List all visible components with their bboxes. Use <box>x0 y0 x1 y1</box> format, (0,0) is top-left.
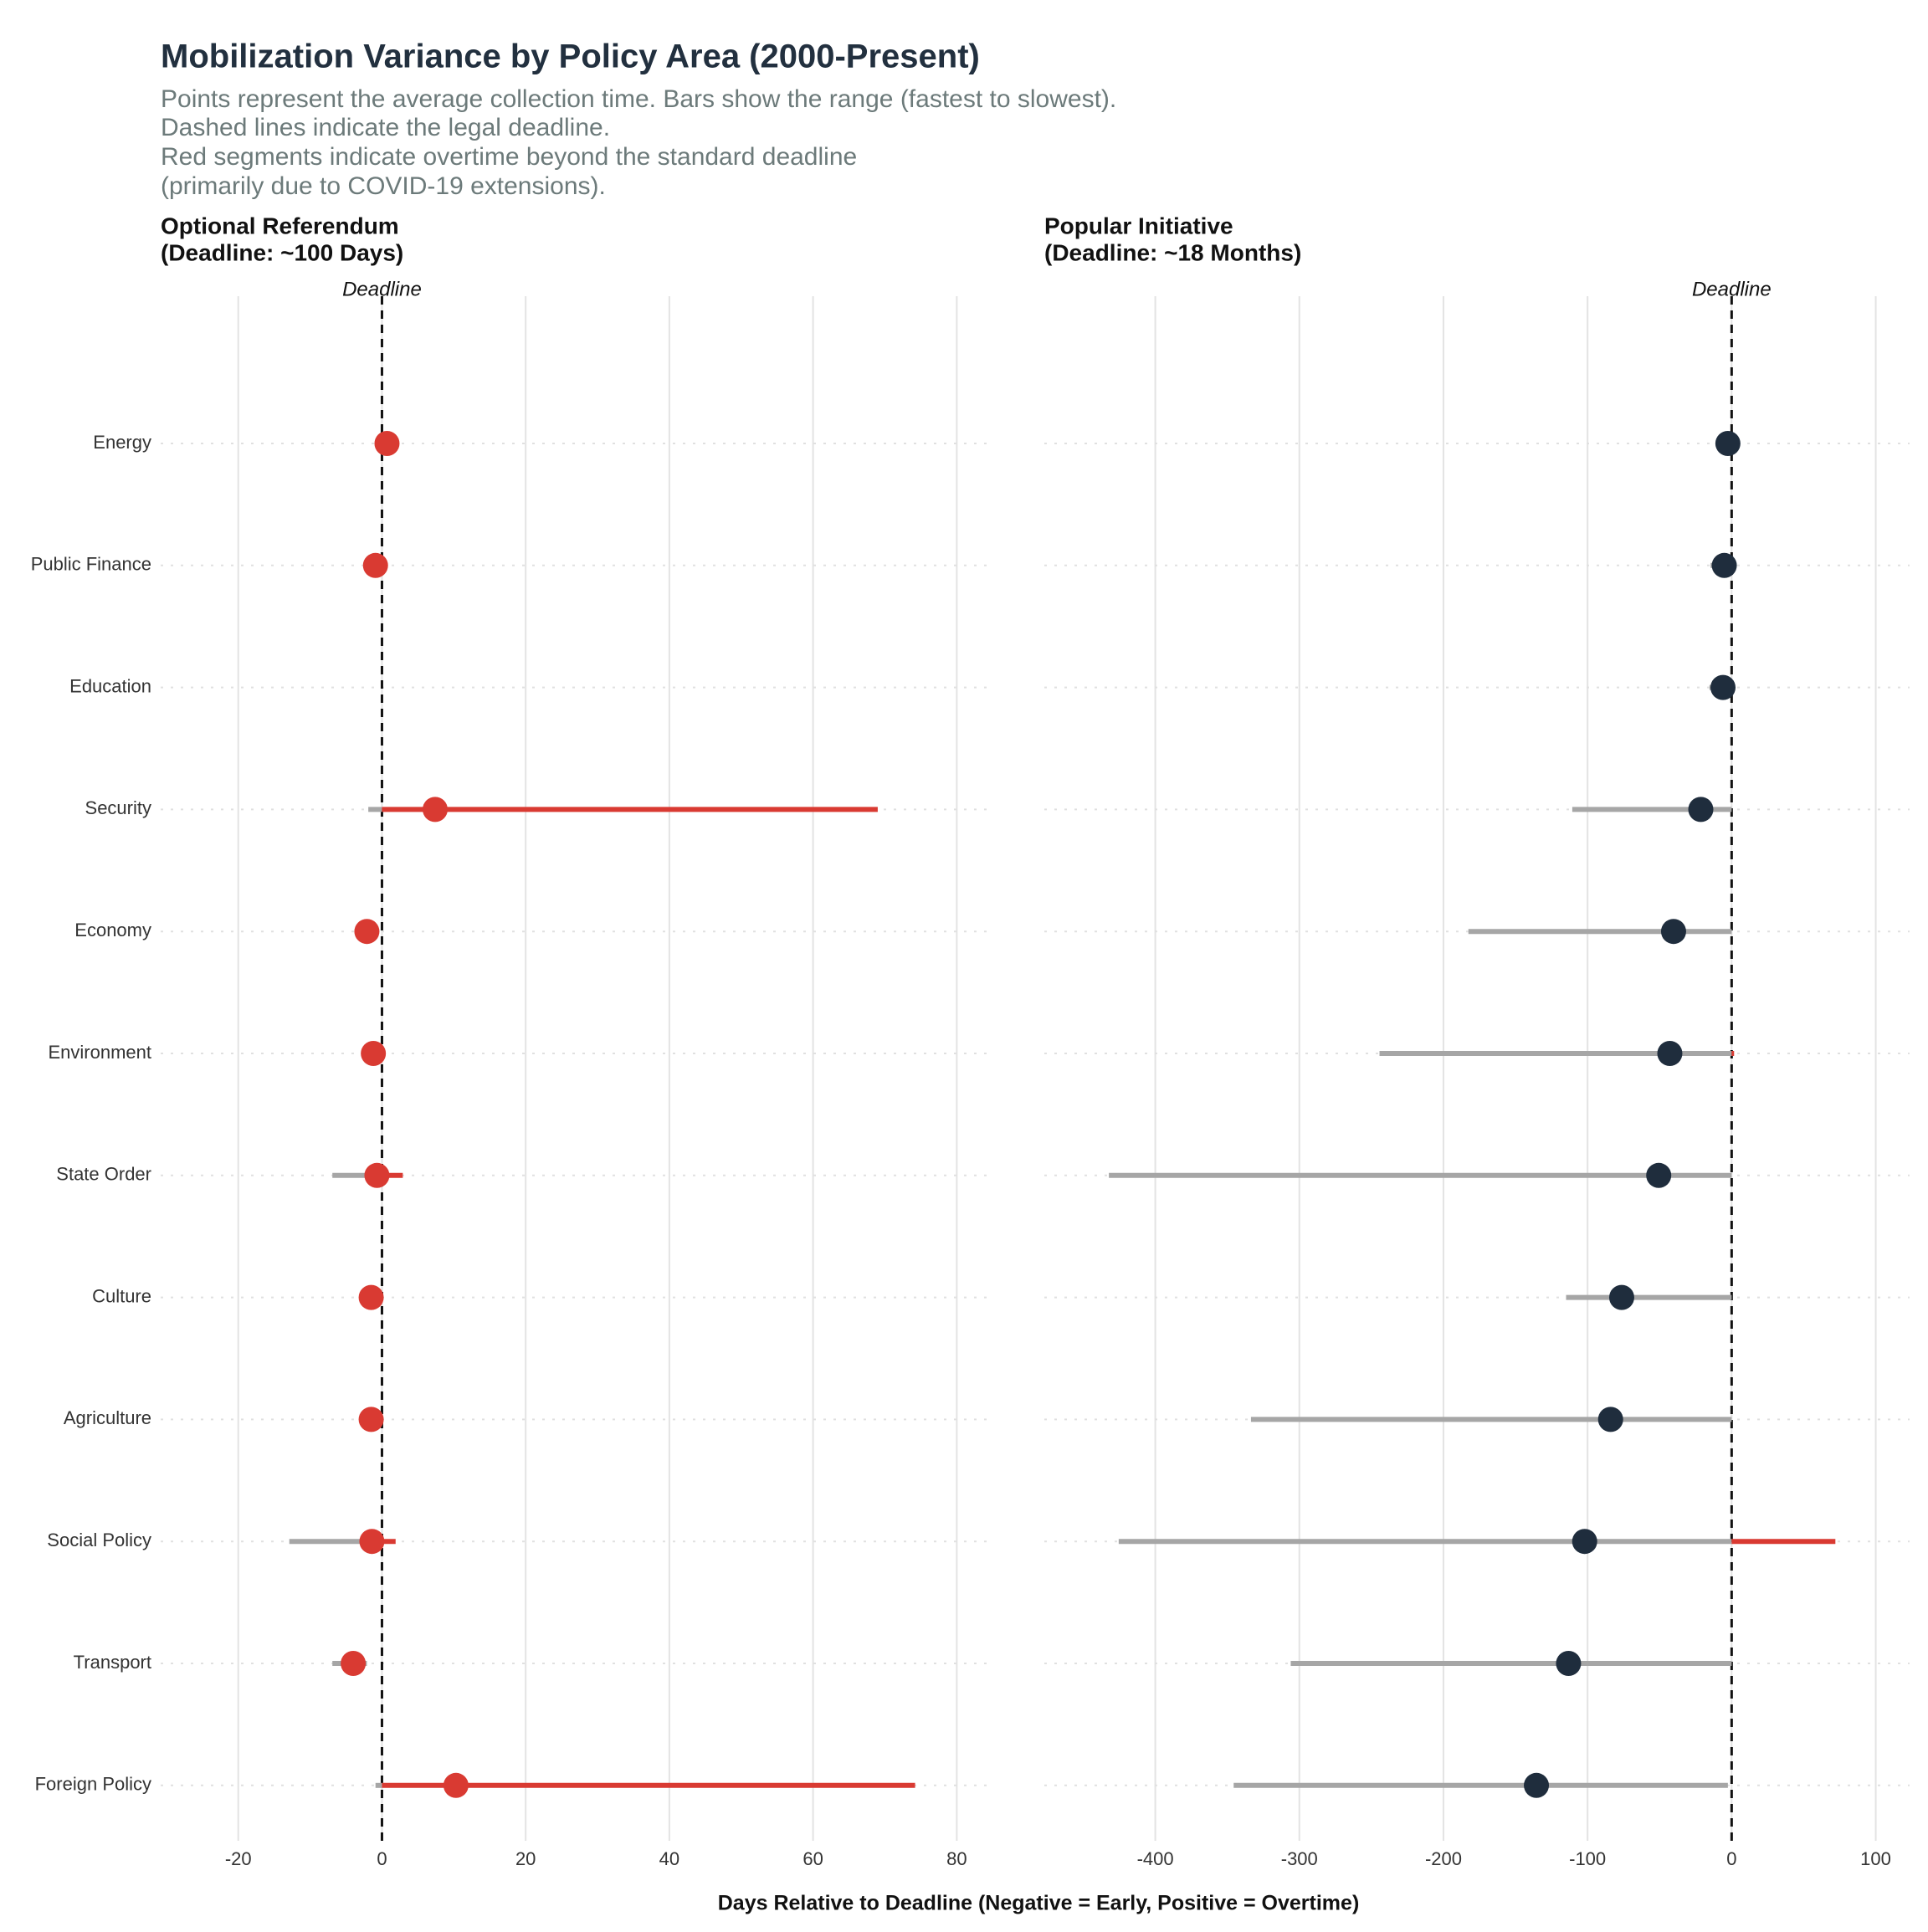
y-tick-label: Public Finance <box>31 554 151 575</box>
y-tick-label: Agriculture <box>64 1407 151 1428</box>
x-tick-label: -200 <box>1425 1848 1462 1869</box>
x-tick-label: 100 <box>1860 1848 1891 1869</box>
x-tick-label: 0 <box>377 1848 387 1869</box>
mean-point <box>358 1284 384 1310</box>
x-tick-label: -400 <box>1137 1848 1174 1869</box>
subtitle: Points represent the average collection … <box>161 85 1116 113</box>
x-axis-label: Days Relative to Deadline (Negative = Ea… <box>718 1892 1360 1915</box>
y-tick-label: Security <box>85 797 151 818</box>
y-tick-label: Economy <box>74 920 151 940</box>
panel-title: Popular Initiative <box>1044 213 1233 238</box>
mean-point <box>1660 919 1686 945</box>
subtitle: (primarily due to COVID-19 extensions). <box>161 172 606 200</box>
subtitle: Red segments indicate overtime beyond th… <box>161 143 857 171</box>
panel-title: Optional Referendum <box>161 213 399 238</box>
mean-point <box>1572 1529 1597 1555</box>
mean-point <box>422 797 448 823</box>
mean-point <box>1711 552 1737 578</box>
x-tick-label: 20 <box>515 1848 536 1869</box>
y-tick-label: Foreign Policy <box>35 1774 151 1795</box>
mean-point <box>341 1651 367 1676</box>
mean-point <box>1688 797 1714 823</box>
deadline-label: Deadline <box>342 278 422 300</box>
x-tick-label: 40 <box>659 1848 679 1869</box>
deadline-label: Deadline <box>1692 278 1772 300</box>
y-tick-label: Transport <box>74 1652 151 1673</box>
y-tick-label: Energy <box>93 432 151 453</box>
mean-point <box>1556 1651 1582 1676</box>
y-tick-label: Education <box>69 675 151 696</box>
x-tick-label: -300 <box>1281 1848 1318 1869</box>
mean-point <box>362 552 388 578</box>
x-tick-label: -100 <box>1569 1848 1606 1869</box>
mean-point <box>1710 674 1736 700</box>
y-tick-label: State Order <box>56 1164 151 1185</box>
x-tick-label: 0 <box>1726 1848 1736 1869</box>
mean-point <box>374 431 400 456</box>
chart-title: Mobilization Variance by Policy Area (20… <box>161 38 980 75</box>
x-tick-label: 60 <box>802 1848 823 1869</box>
mean-point <box>443 1772 469 1798</box>
mean-point <box>1524 1772 1550 1798</box>
y-tick-label: Environment <box>48 1042 151 1063</box>
mean-point <box>364 1162 390 1188</box>
y-tick-label: Social Policy <box>47 1530 151 1550</box>
mean-point <box>1608 1284 1634 1310</box>
mean-point <box>1715 431 1741 456</box>
subtitle: Dashed lines indicate the legal deadline… <box>161 114 610 141</box>
mean-point <box>361 1041 387 1066</box>
x-tick-label: -20 <box>225 1848 252 1869</box>
mean-point <box>1597 1407 1623 1432</box>
mean-point <box>1646 1162 1672 1188</box>
y-tick-label: Culture <box>92 1285 151 1306</box>
mean-point <box>358 1407 384 1432</box>
mean-point <box>354 919 380 945</box>
x-tick-label: 80 <box>946 1848 967 1869</box>
panel-title: (Deadline: ~18 Months) <box>1044 239 1301 265</box>
mean-point <box>359 1529 385 1555</box>
mean-point <box>1657 1041 1683 1066</box>
panel-title: (Deadline: ~100 Days) <box>161 239 403 265</box>
